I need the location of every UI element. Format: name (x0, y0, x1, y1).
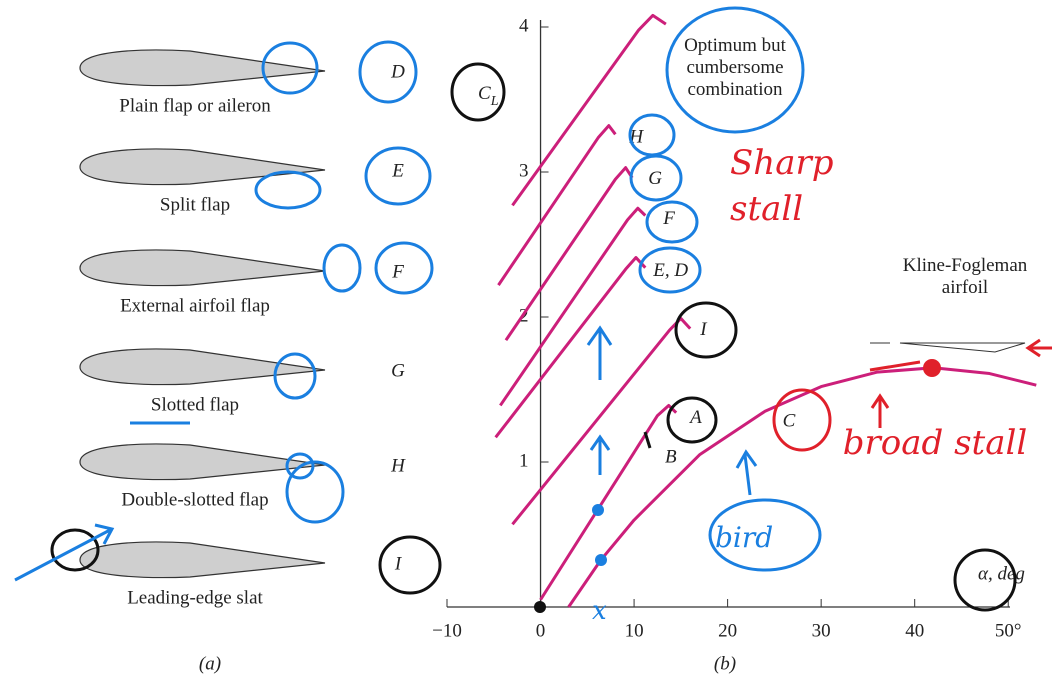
y-label-subscript: L (490, 94, 499, 109)
series-line (506, 168, 632, 341)
airfoil-name: Leading-edge slat (127, 587, 263, 608)
x-tick-label: 10 (625, 620, 644, 641)
hand-arrow (588, 328, 611, 380)
y-tick-label: 4 (519, 15, 529, 36)
hand-circle (256, 172, 320, 208)
handwriting: Sharp stall (730, 140, 880, 232)
airfoil-name: Split flap (160, 194, 230, 215)
series-line (569, 368, 1037, 607)
airfoil-letter: I (394, 553, 403, 574)
airfoil-name: Plain flap or aileron (119, 95, 271, 116)
x-tick-label: 50° (995, 620, 1022, 641)
y-tick-label: 1 (519, 450, 529, 471)
handwriting: broad stall (840, 420, 1030, 466)
airfoil-letter: G (391, 360, 405, 381)
hand-circle (324, 245, 360, 291)
figure: (a) (b) B Plain flap or aileron D Split fl… (0, 0, 1059, 685)
y-axis-label: CL (478, 83, 499, 109)
hand-dot (534, 601, 546, 613)
page: (a) (b) B Plain flap or aileron D Split fl… (0, 0, 1059, 685)
hand-circle (360, 42, 416, 102)
series-label: A (688, 407, 702, 428)
hand-circle (376, 243, 432, 293)
airfoil-sketch (900, 343, 1025, 352)
hand-dot (595, 554, 607, 566)
y-tick-label: 3 (519, 160, 529, 181)
airfoil (80, 50, 325, 86)
hand-circle (380, 537, 440, 593)
x-tick-label: 20 (718, 620, 737, 641)
x-tick-label: −10 (432, 620, 462, 641)
hand-dot (592, 504, 604, 516)
x-tick-label: 0 (536, 620, 546, 641)
series-line (496, 258, 646, 438)
annotation: Kline-Fogleman airfoil (900, 255, 1030, 299)
airfoil (80, 149, 325, 185)
series-label: C (783, 410, 796, 431)
hand-circle (287, 462, 343, 522)
airfoil (80, 542, 325, 578)
airfoil-letter: H (390, 455, 406, 476)
series-line (512, 15, 665, 205)
airfoil-letter: F (391, 261, 404, 282)
airfoil-name: Double-slotted flap (121, 489, 268, 510)
panel-label: (b) (714, 653, 736, 674)
hand-dot (923, 359, 941, 377)
hand-tick (645, 432, 650, 448)
x-tick-label: 30 (812, 620, 831, 641)
series-line (541, 405, 677, 599)
airfoil-letter: D (390, 61, 405, 82)
hand-arrow (591, 437, 609, 475)
handwriting: x (592, 588, 607, 634)
hand-arrow (1028, 340, 1052, 356)
curve-label: B (665, 446, 677, 467)
hand-arrow (737, 452, 756, 495)
x-tick-label: 40 (905, 620, 924, 641)
series-label: E, D (652, 260, 688, 281)
y-label-symbol: C (478, 83, 491, 104)
handwriting: bird (715, 515, 773, 561)
airfoil-name: External airfoil flap (120, 295, 270, 316)
series-label: G (648, 168, 662, 189)
airfoil-name: Slotted flap (151, 394, 239, 415)
series-label: I (699, 319, 708, 340)
panel-label: (a) (199, 653, 221, 674)
x-axis-label: α, deg (978, 563, 1025, 584)
series-label: F (662, 208, 675, 229)
airfoil (80, 250, 325, 286)
hand-circle (275, 354, 315, 398)
series-label: Optimum but cumbersome combination (665, 35, 805, 101)
airfoil-letter: E (391, 160, 404, 181)
